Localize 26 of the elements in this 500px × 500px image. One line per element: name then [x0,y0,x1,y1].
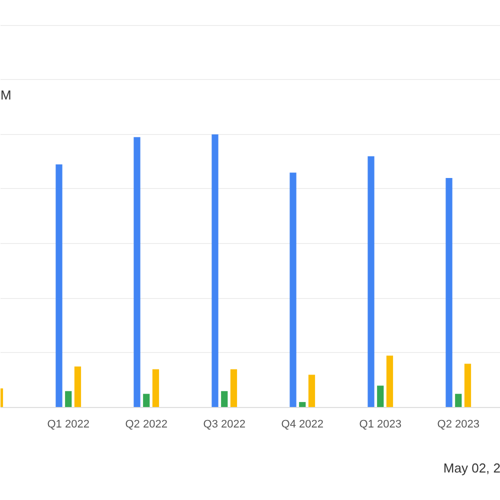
bar [299,402,306,408]
text: May 02, 2 [443,460,500,476]
bar [143,394,150,408]
bar [377,386,384,408]
bar [74,366,82,408]
bar [446,178,452,408]
bar [152,369,160,408]
bar [212,134,218,408]
bar [368,156,374,408]
bar [230,369,238,408]
bar [308,374,316,408]
text: M [0,88,12,102]
x-tick-label: Q2 2023 [437,418,480,430]
bar [134,137,140,408]
bar [464,364,472,408]
x-tick-label: Q1 2022 [47,418,90,430]
bar [290,172,296,408]
x-tick-label: Q1 2023 [359,418,402,430]
x-tick-label: Q2 2022 [125,418,168,430]
x-tick-label: Q3 2022 [203,418,246,430]
bar [455,394,462,408]
bar [65,391,72,408]
x-tick-label: Q4 2022 [281,418,324,430]
bar [56,164,62,408]
bar [386,356,394,408]
bar [221,391,228,408]
